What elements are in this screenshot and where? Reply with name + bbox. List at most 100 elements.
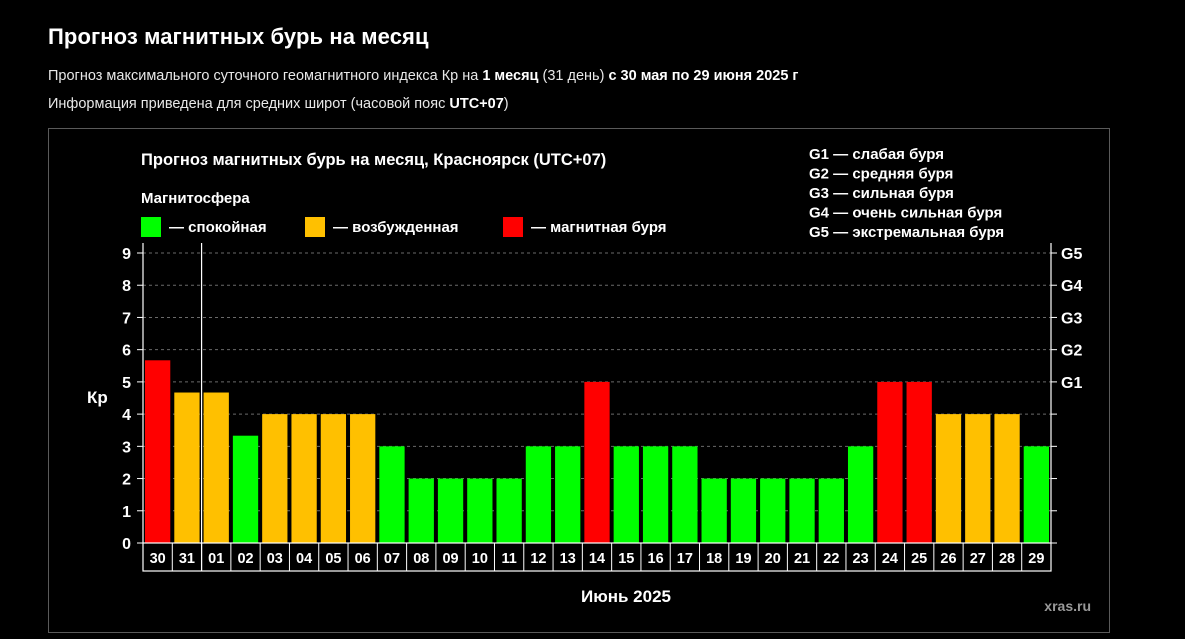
x-tick-label-22: 22 <box>823 551 839 567</box>
y-axis-label: Кр <box>87 388 108 407</box>
g-tick-label-G2: G2 <box>1061 343 1082 360</box>
bar-20 <box>760 478 786 543</box>
bar-01 <box>203 392 229 543</box>
bar-18 <box>701 478 727 543</box>
g-legend-item-2: G2 — средняя буря <box>809 166 953 183</box>
x-tick-label-11: 11 <box>501 551 516 567</box>
x-tick-label-24: 24 <box>882 551 898 567</box>
color-legend: — спокойная — возбужденная — магнитная бур… <box>141 217 667 237</box>
bar-10 <box>467 478 493 543</box>
watermark-text: xras.ru <box>1044 598 1091 614</box>
bar-14 <box>584 381 610 543</box>
y-tick-label-3: 3 <box>122 439 131 456</box>
x-axis-label: Июнь 2025 <box>581 587 671 606</box>
bar-25 <box>906 381 932 543</box>
x-tick-label-26: 26 <box>940 551 956 567</box>
x-tick-label-16: 16 <box>648 551 664 567</box>
x-tick-label-15: 15 <box>618 551 634 567</box>
bar-16 <box>642 446 669 543</box>
x-axis-label-strip <box>142 542 1052 572</box>
y-tick-label-0: 0 <box>122 536 131 553</box>
g-tick-label-G3: G3 <box>1061 310 1082 327</box>
bar-09 <box>437 478 464 543</box>
x-tick-label-30: 30 <box>150 551 166 567</box>
x-tick-label-02: 02 <box>237 551 253 567</box>
timezone-note: Информация приведена для средних широт (… <box>48 96 509 112</box>
bar-22 <box>818 478 844 543</box>
x-tick-label-28: 28 <box>999 551 1015 567</box>
bar-05 <box>320 414 347 543</box>
x-tick-label-20: 20 <box>765 551 781 567</box>
bar-07 <box>379 446 405 543</box>
legend-label-1: — возбужденная <box>333 219 459 236</box>
forecast-description-text: Прогноз максимального суточного геомагни… <box>48 68 483 84</box>
y-tick-label-1: 1 <box>122 504 131 521</box>
bar-21 <box>789 478 815 543</box>
x-tick-label-07: 07 <box>384 551 400 567</box>
bar-26 <box>935 414 962 543</box>
x-tick-label-09: 09 <box>442 551 458 567</box>
x-tick-label-17: 17 <box>677 551 693 567</box>
bar-31 <box>174 392 200 543</box>
x-tick-label-08: 08 <box>413 551 429 567</box>
g-legend-item-4: G4 — очень сильная буря <box>809 205 1002 222</box>
x-tick-label-10: 10 <box>472 551 488 567</box>
y-tick-label-8: 8 <box>122 278 131 295</box>
x-tick-label-19: 19 <box>735 551 751 567</box>
bar-30 <box>145 360 171 543</box>
legend-label-0: — спокойная <box>169 219 267 236</box>
bar-13 <box>555 446 581 543</box>
bar-11 <box>496 478 522 543</box>
x-tick-label-31: 31 <box>179 551 195 567</box>
page-title: Прогноз магнитных бурь на месяц <box>48 24 429 49</box>
timezone-note-text: Информация приведена для средних широт (… <box>48 96 450 112</box>
axes <box>142 243 1052 571</box>
forecast-description: Прогноз максимального суточного геомагни… <box>48 68 798 84</box>
g-legend-item-3: G3 — сильная буря <box>809 185 954 202</box>
y-axis-ticks: 0 1 2 3 4 5 6 7 8 9 <box>122 246 143 553</box>
y-tick-label-7: 7 <box>122 310 131 327</box>
x-tick-label-21: 21 <box>794 551 810 567</box>
storm-level-legend: G1 — слабая буря G2 — средняя буря G3 — си… <box>809 146 1004 241</box>
y-tick-label-5: 5 <box>122 375 131 392</box>
g-scale-ticks: G1 G2 G3 G4 G5 <box>1051 246 1082 544</box>
forecast-period-length: 1 месяц <box>482 68 539 84</box>
x-tick-label-13: 13 <box>560 551 576 567</box>
bars <box>145 360 1049 543</box>
bar-19 <box>730 478 757 543</box>
forecast-days-count: (31 день) <box>538 68 609 84</box>
g-legend-item-1: G1 — слабая буря <box>809 146 944 163</box>
x-tick-label-27: 27 <box>970 551 986 567</box>
y-tick-label-4: 4 <box>122 407 131 424</box>
bar-27 <box>965 414 991 543</box>
legend-swatch-0 <box>141 217 161 237</box>
x-tick-label-06: 06 <box>355 551 371 567</box>
x-tick-label-05: 05 <box>325 551 341 567</box>
x-tick-label-18: 18 <box>706 551 722 567</box>
x-tick-label-01: 01 <box>208 551 224 567</box>
bar-15 <box>613 446 639 543</box>
legend-swatch-2 <box>503 217 523 237</box>
g-legend-item-5: G5 — экстремальная буря <box>809 224 1004 241</box>
bar-04 <box>291 414 317 543</box>
x-tick-label-25: 25 <box>911 551 927 567</box>
kp-bar-chart: Прогноз магнитных бурь на месяц, Красноя… <box>87 146 1091 614</box>
x-tick-label-14: 14 <box>589 551 605 567</box>
forecast-date-range: с 30 мая по 29 июня 2025 г <box>608 68 799 84</box>
chart-frame: Прогноз магнитных бурь на месяц, Красноя… <box>48 128 1110 633</box>
x-tick-label-29: 29 <box>1028 551 1044 567</box>
bar-17 <box>672 446 698 543</box>
y-tick-label-9: 9 <box>122 246 131 263</box>
g-tick-label-G4: G4 <box>1061 278 1082 295</box>
g-tick-label-G5: G5 <box>1061 246 1082 263</box>
bar-08 <box>408 478 434 543</box>
g-tick-label-G1: G1 <box>1061 375 1082 392</box>
bar-06 <box>350 414 376 543</box>
y-tick-label-6: 6 <box>122 343 131 360</box>
x-tick-label-23: 23 <box>853 551 869 567</box>
legend-label-2: — магнитная буря <box>531 219 667 236</box>
x-axis-ticks: 30 31 01 02 03 04 05 06 07 08 09 10 11 12 13 14 15 16 17 18… <box>142 542 1052 572</box>
bar-12 <box>525 446 552 543</box>
bar-28 <box>994 414 1020 543</box>
bar-29 <box>1023 446 1049 543</box>
